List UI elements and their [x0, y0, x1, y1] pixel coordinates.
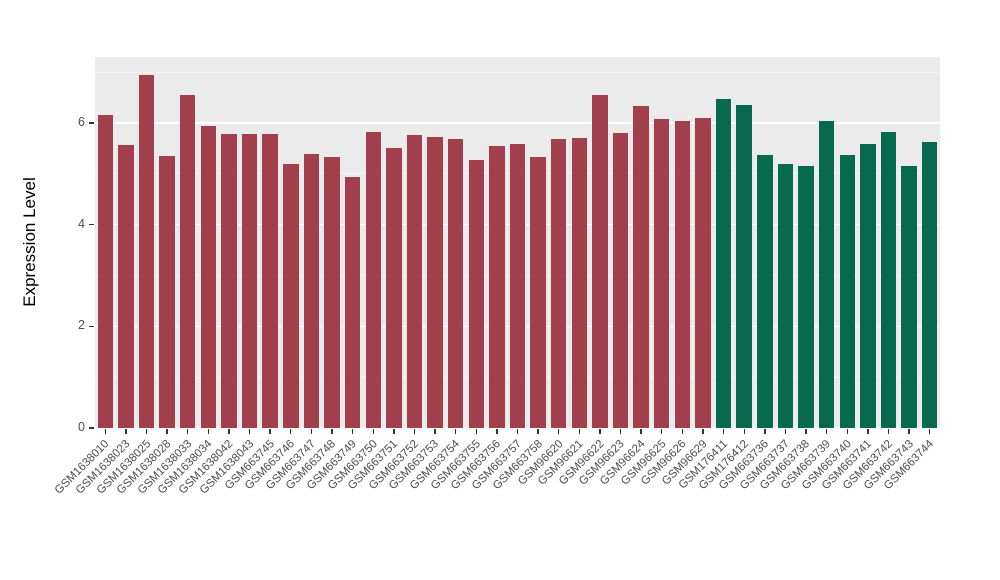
bar [592, 95, 608, 428]
x-tick-mark [454, 429, 457, 434]
bar [736, 105, 752, 428]
bar [324, 157, 340, 428]
bar [860, 144, 876, 428]
bar [138, 74, 155, 428]
bar [633, 106, 649, 428]
bar [118, 144, 134, 428]
x-tick-mark [516, 429, 519, 434]
x-tick-mark [145, 429, 148, 434]
x-tick-mark [228, 429, 230, 434]
y-tick-label: 2 [78, 318, 85, 333]
bar [283, 163, 299, 428]
x-tick-mark [372, 429, 374, 434]
x-tick-mark [661, 429, 663, 434]
x-tick-mark [290, 429, 292, 434]
bar [715, 98, 732, 428]
y-tick-mark [89, 224, 94, 226]
bar [839, 155, 855, 428]
bar [757, 155, 773, 428]
gridline-major [95, 122, 940, 124]
bar [777, 163, 794, 428]
x-tick-mark [578, 429, 581, 434]
y-tick-mark [89, 325, 94, 328]
x-tick-mark [928, 429, 931, 434]
bar [241, 134, 258, 428]
y-tick-mark [89, 427, 94, 429]
x-tick-mark [166, 429, 168, 434]
x-tick-mark [207, 429, 210, 434]
x-tick-mark [846, 429, 848, 434]
x-tick-mark [825, 429, 828, 434]
y-tick-label: 6 [78, 115, 85, 130]
y-tick-label: 0 [78, 420, 85, 434]
y-axis-title: Expression Level [20, 177, 39, 307]
bar [200, 125, 217, 428]
x-tick-mark [640, 429, 642, 434]
bar [262, 134, 278, 428]
bar [303, 153, 320, 428]
bar [571, 138, 588, 428]
x-tick-mark [393, 429, 395, 434]
bar [427, 137, 443, 428]
bar [159, 156, 175, 428]
x-tick-mark [310, 429, 313, 434]
bar [97, 115, 114, 428]
x-tick-mark [784, 429, 787, 434]
x-tick-mark [908, 429, 910, 434]
x-tick-mark [104, 429, 106, 434]
bar [530, 157, 546, 428]
gridline-minor [95, 71, 940, 73]
x-tick-mark [619, 429, 622, 434]
bar [880, 131, 897, 428]
x-tick-mark [413, 429, 416, 434]
y-tick-mark [89, 122, 94, 124]
bar [386, 148, 402, 428]
y-tick-label: 4 [78, 216, 85, 231]
bar [695, 118, 711, 428]
bar [406, 134, 423, 428]
bar [550, 139, 567, 428]
x-tick-mark [248, 429, 251, 434]
bar [654, 119, 670, 428]
bar [674, 120, 691, 428]
bar [344, 177, 361, 428]
bar [447, 139, 464, 428]
bar [509, 144, 526, 428]
x-tick-mark [125, 429, 127, 434]
x-tick-mark [722, 429, 725, 434]
bar [798, 166, 814, 428]
x-tick-mark [681, 429, 684, 434]
bar [221, 134, 237, 428]
x-tick-mark [558, 429, 560, 434]
x-tick-mark [867, 429, 869, 434]
x-tick-mark [351, 429, 354, 434]
x-tick-mark [805, 429, 807, 434]
bar [468, 159, 484, 428]
bar [921, 141, 938, 428]
x-tick-mark [269, 429, 271, 434]
x-tick-mark [475, 429, 477, 434]
x-tick-mark [887, 429, 890, 434]
x-tick-mark [331, 429, 333, 434]
x-tick-mark [743, 429, 745, 434]
x-tick-mark [599, 429, 601, 434]
x-tick-mark [764, 429, 766, 434]
bar [180, 95, 196, 428]
x-tick-mark [496, 429, 498, 434]
x-tick-mark [187, 429, 189, 434]
bar [612, 133, 629, 428]
x-tick-mark [702, 429, 704, 434]
x-tick-mark [537, 429, 539, 434]
bar [818, 120, 835, 428]
bar [365, 131, 381, 428]
bar [901, 166, 917, 428]
x-tick-mark [434, 429, 436, 434]
plot-area [95, 57, 940, 429]
bar [489, 145, 505, 428]
